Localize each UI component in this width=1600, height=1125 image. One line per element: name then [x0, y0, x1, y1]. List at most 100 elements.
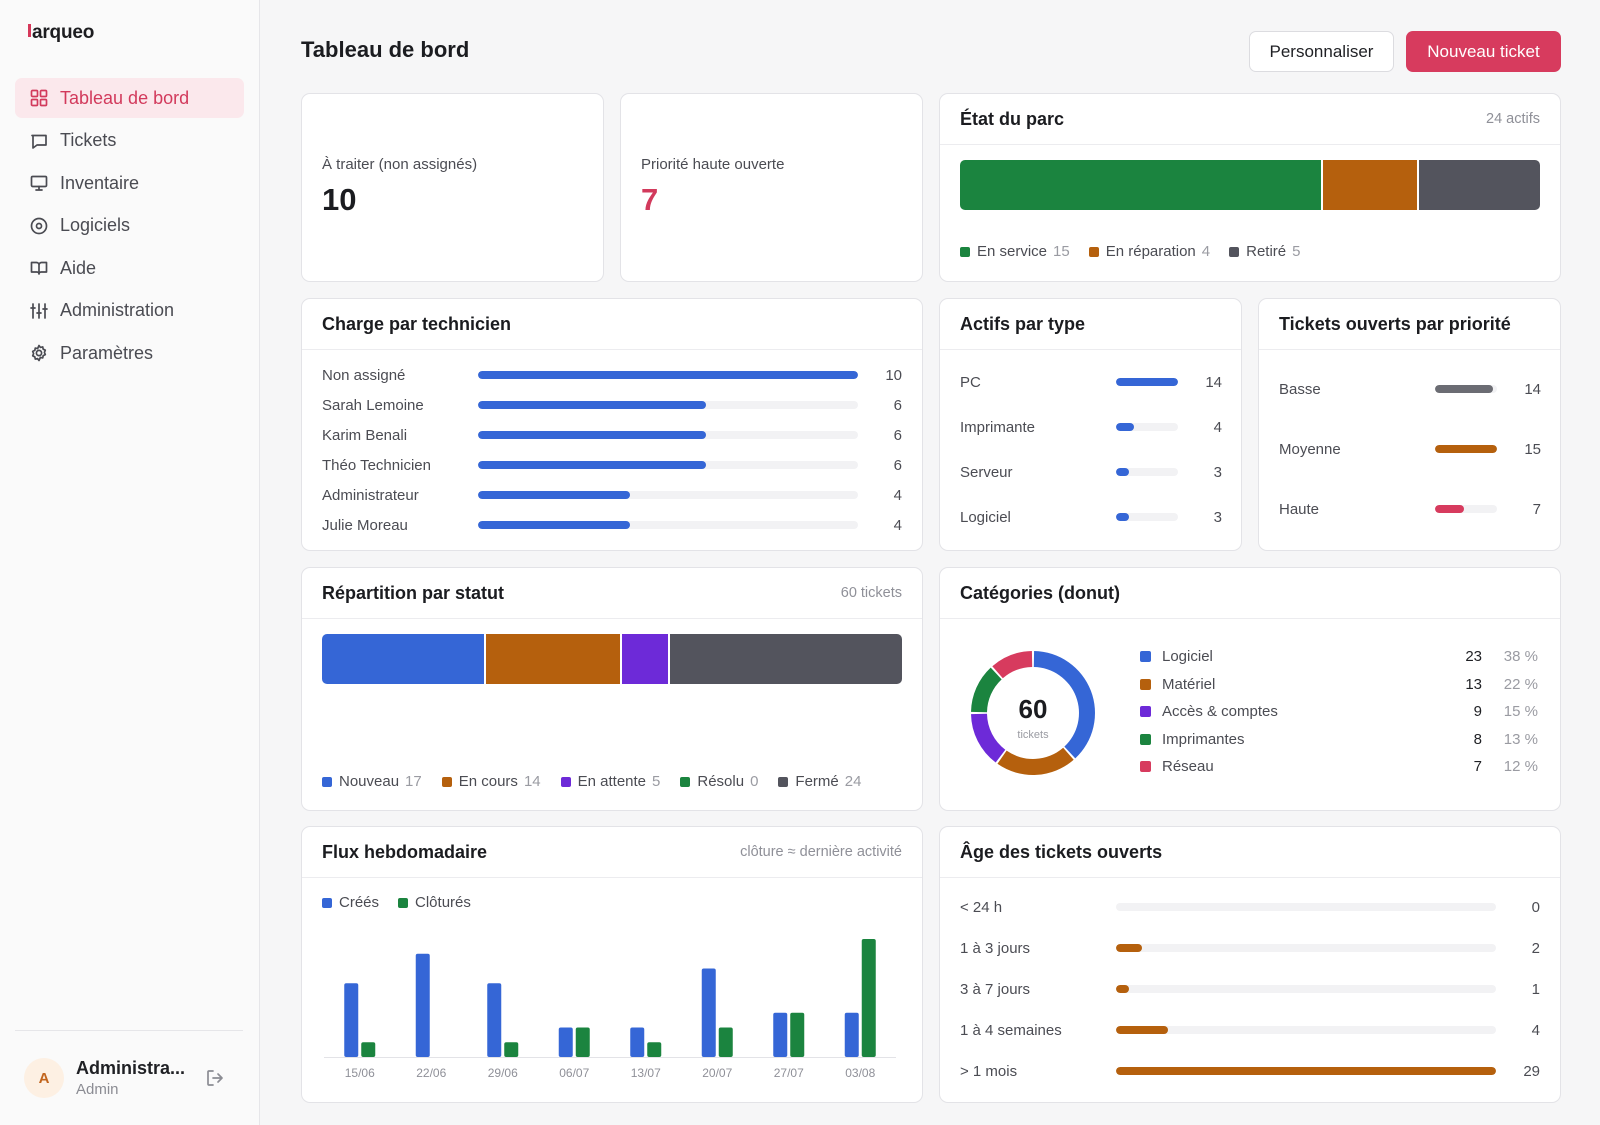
weekly-legend: Créés Clôturés [322, 894, 490, 911]
legend-swatch [441, 776, 452, 787]
bar-value: 7 [1532, 500, 1541, 518]
bar-label: Non assigné [322, 366, 406, 384]
bar-fill [478, 491, 630, 499]
category-name: Matériel [1162, 675, 1216, 693]
customize-button[interactable]: Personnaliser [1249, 31, 1394, 72]
legend-swatch [960, 246, 970, 257]
category-name: Logiciel [1162, 648, 1213, 665]
bar-fill [1116, 944, 1143, 952]
bar-fill [1116, 378, 1178, 386]
category-percent: 38 % [1503, 648, 1538, 665]
category-count: 13 [1465, 675, 1482, 693]
card-title: Catégories (donut) [960, 582, 1120, 603]
bar-row: Karim Benali 6 [322, 424, 902, 446]
disc-icon [29, 216, 49, 236]
bar-created-15/06 [344, 983, 359, 1057]
bar-row: Julie Moreau 4 [322, 514, 902, 536]
legend-swatch [1088, 246, 1099, 257]
bar-label: Imprimante [960, 418, 1036, 436]
bar-track [478, 431, 858, 439]
weekly-bar-chart: 15/06 22/06 29/06 06/07 13/07 20/07 27/07 03/08 [324, 939, 896, 1080]
user-profile[interactable]: A Administra... Admin [24, 1055, 236, 1101]
sidebar-item-tickets[interactable]: Tickets [15, 121, 244, 161]
ticket-age-card: Âge des tickets ouverts < 24 h 0 1 à 3 jou… [939, 826, 1561, 1103]
book-icon [29, 258, 49, 278]
kpi-label: À traiter (non assignés) [322, 156, 478, 173]
technician-load-card: Charge par technicien Non assigné 10 Sarah… [301, 298, 923, 551]
kpi-card-unassigned[interactable]: À traiter (non assignés) 10 [301, 93, 604, 282]
x-tick-label: 03/08 [845, 1066, 875, 1080]
legend-swatch [778, 776, 789, 787]
sidebar-item-aide[interactable]: Aide [15, 248, 244, 288]
bar-label: 1 à 4 semaines [960, 1021, 1062, 1039]
category-name: Réseau [1162, 758, 1214, 775]
sidebar-item-administration[interactable]: Administration [15, 291, 244, 331]
legend-label: Retiré [1246, 243, 1287, 260]
page-title: Tableau de bord [301, 37, 470, 62]
legend-label: Clôturés [415, 894, 471, 911]
x-tick-label: 20/07 [702, 1066, 732, 1080]
bar-closed-20/07 [718, 1027, 733, 1057]
legend-label: En cours [458, 773, 518, 790]
bar-segment-0 [322, 634, 487, 684]
card-title: Répartition par statut [322, 582, 505, 603]
bar-row: Serveur 3 [960, 461, 1222, 483]
sidebar-item-parametres[interactable]: Paramètres [15, 333, 244, 373]
card-title: Âge des tickets ouverts [960, 841, 1163, 862]
sidebar-divider [15, 1030, 243, 1031]
bar-value: 14 [1524, 380, 1541, 398]
card-header: État du parc 24 actifs [940, 94, 1560, 145]
sidebar-item-tableau-de-bord[interactable]: Tableau de bord [15, 78, 244, 118]
bar-row: Sarah Lemoine 6 [322, 394, 902, 416]
bar-value: 4 [1213, 418, 1222, 436]
bar-fill [478, 521, 630, 529]
legend-item-closed: Clôturés [398, 894, 471, 911]
app-logo[interactable]: arqueo [28, 22, 94, 44]
logout-icon[interactable] [204, 1067, 226, 1089]
legend-item: En réparation 4 [1088, 243, 1211, 260]
bar-closed-29/06 [504, 1042, 519, 1057]
card-header: Catégories (donut) [940, 568, 1560, 619]
card-header: Charge par technicien [302, 299, 922, 350]
legend-item: Nouveau 17 [322, 773, 422, 790]
sidebar-item-inventaire[interactable]: Inventaire [15, 163, 244, 203]
avatar: A [24, 1058, 64, 1098]
bar-row: Non assigné 10 [322, 364, 902, 386]
bar-value: 29 [1523, 1062, 1540, 1080]
bar-value: 6 [893, 456, 902, 474]
category-row: Accès & comptes 9 15 % [1140, 698, 1538, 725]
legend-count: 0 [750, 773, 759, 790]
bar-track [1435, 505, 1497, 513]
sidebar-item-label: Tableau de bord [60, 87, 190, 108]
donut-slice-0 [1033, 651, 1095, 759]
card-title: État du parc [960, 108, 1065, 129]
categories-donut-chart: 60 tickets [971, 651, 1095, 775]
bar-value: 15 [1524, 440, 1541, 458]
status-distribution-card: Répartition par statut 60 tickets Nouvea… [301, 567, 923, 811]
bar-track [1435, 385, 1497, 393]
bar-row: Théo Technicien 6 [322, 454, 902, 476]
category-name: Imprimantes [1162, 730, 1245, 748]
legend-item: En attente 5 [560, 773, 660, 790]
kpi-card-high-priority[interactable]: Priorité haute ouverte 7 [620, 93, 923, 282]
sidebar-item-logiciels[interactable]: Logiciels [15, 206, 244, 246]
legend-swatch [1140, 733, 1151, 745]
legend-count: 4 [1201, 243, 1211, 260]
x-tick-label: 29/06 [488, 1066, 518, 1080]
gear-icon [29, 343, 49, 363]
kpi-label: Priorité haute ouverte [641, 156, 785, 173]
sidebar-item-label: Logiciels [60, 215, 131, 235]
legend-swatch [322, 897, 332, 908]
bar-row: Logiciel 3 [960, 506, 1222, 528]
new-ticket-button[interactable]: Nouveau ticket [1406, 31, 1561, 72]
sidebar: arqueo Tableau de bord Tickets Inventair… [0, 0, 260, 1125]
bar-track [1116, 1067, 1496, 1075]
bar-label: Théo Technicien [322, 456, 431, 474]
bar-label: Karim Benali [322, 426, 408, 444]
category-percent: 13 % [1503, 730, 1538, 748]
legend-count: 17 [405, 773, 422, 790]
bar-created-20/07 [701, 968, 716, 1057]
donut-slice-4 [992, 651, 1033, 679]
bar-fill [1116, 1067, 1496, 1075]
legend-count: 5 [1292, 243, 1301, 260]
